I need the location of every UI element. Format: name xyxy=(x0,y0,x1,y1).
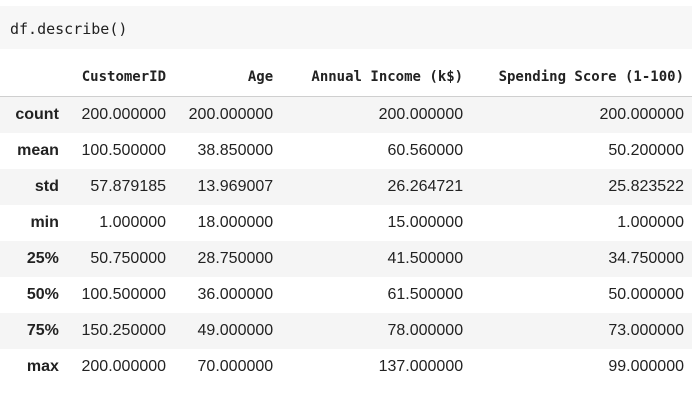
table-cell: 41.500000 xyxy=(387,249,464,267)
table-cell: 61.500000 xyxy=(387,285,464,303)
table-cell: 36.000000 xyxy=(197,285,274,303)
table-cell: 137.000000 xyxy=(378,357,464,375)
table-cell: 70.000000 xyxy=(197,357,274,375)
table-cell: 57.879185 xyxy=(90,177,167,195)
row-index-label: mean xyxy=(17,141,59,159)
table-cell: 28.750000 xyxy=(197,249,274,267)
table-row: mean 100.500000 38.850000 60.560000 50.2… xyxy=(0,133,692,169)
table-cell: 78.000000 xyxy=(387,321,464,339)
table-cell: 49.000000 xyxy=(197,321,274,339)
row-index-label: 75% xyxy=(26,321,59,339)
table-cell: 50.000000 xyxy=(608,285,684,303)
table-cell: 200.000000 xyxy=(188,105,274,123)
table-row: min 1.000000 18.000000 15.000000 1.00000… xyxy=(0,205,692,241)
row-index-label: min xyxy=(30,213,59,231)
table-cell: 18.000000 xyxy=(197,213,274,231)
table-cell: 100.500000 xyxy=(81,285,167,303)
output-area: CustomerID Age Annual Income (k$) Spendi… xyxy=(0,58,692,385)
table-cell: 200.000000 xyxy=(81,105,167,123)
table-row: std 57.879185 13.969007 26.264721 25.823… xyxy=(0,168,692,205)
header-row: CustomerID Age Annual Income (k$) Spendi… xyxy=(0,58,692,97)
dataframe-table: CustomerID Age Annual Income (k$) Spendi… xyxy=(0,58,692,385)
table-cell: 73.000000 xyxy=(608,321,684,339)
table-cell: 200.000000 xyxy=(81,357,167,375)
index-header-corner xyxy=(0,58,67,97)
row-index-label: count xyxy=(15,105,59,123)
table-row: 75% 150.250000 49.000000 78.000000 73.00… xyxy=(0,312,692,349)
table-cell: 26.264721 xyxy=(387,177,464,195)
column-header: Age xyxy=(247,69,274,85)
table-cell: 34.750000 xyxy=(608,249,684,267)
table-row: 50% 100.500000 36.000000 61.500000 50.00… xyxy=(0,277,692,313)
table-cell: 38.850000 xyxy=(197,141,274,159)
table-cell: 150.250000 xyxy=(81,321,167,339)
column-header: CustomerID xyxy=(81,69,167,85)
row-index-label: 25% xyxy=(26,249,59,267)
table-row: count 200.000000 200.000000 200.000000 2… xyxy=(0,96,692,133)
code-cell[interactable]: df.describe() xyxy=(0,6,692,49)
column-header: Annual Income (k$) xyxy=(311,69,464,85)
table-cell: 99.000000 xyxy=(608,357,684,375)
column-header: Spending Score (1-100) xyxy=(498,69,684,85)
table-cell: 50.200000 xyxy=(608,141,684,159)
table-row: 25% 50.750000 28.750000 41.500000 34.750… xyxy=(0,240,692,277)
row-index-label: max xyxy=(26,357,59,375)
table-cell: 60.560000 xyxy=(387,141,464,159)
table-cell: 1.000000 xyxy=(617,213,684,231)
table-cell: 100.500000 xyxy=(81,141,167,159)
code-source[interactable]: df.describe() xyxy=(10,20,128,38)
table-cell: 25.823522 xyxy=(608,177,684,195)
table-cell: 15.000000 xyxy=(387,213,464,231)
table-cell: 50.750000 xyxy=(90,249,167,267)
table-cell: 13.969007 xyxy=(197,177,274,195)
table-cell: 200.000000 xyxy=(599,105,684,123)
table-cell: 200.000000 xyxy=(378,105,464,123)
table-cell: 1.000000 xyxy=(99,213,167,231)
table-row: max 200.000000 70.000000 137.000000 99.0… xyxy=(0,349,692,385)
row-index-label: 50% xyxy=(26,285,59,303)
row-index-label: std xyxy=(34,177,59,195)
